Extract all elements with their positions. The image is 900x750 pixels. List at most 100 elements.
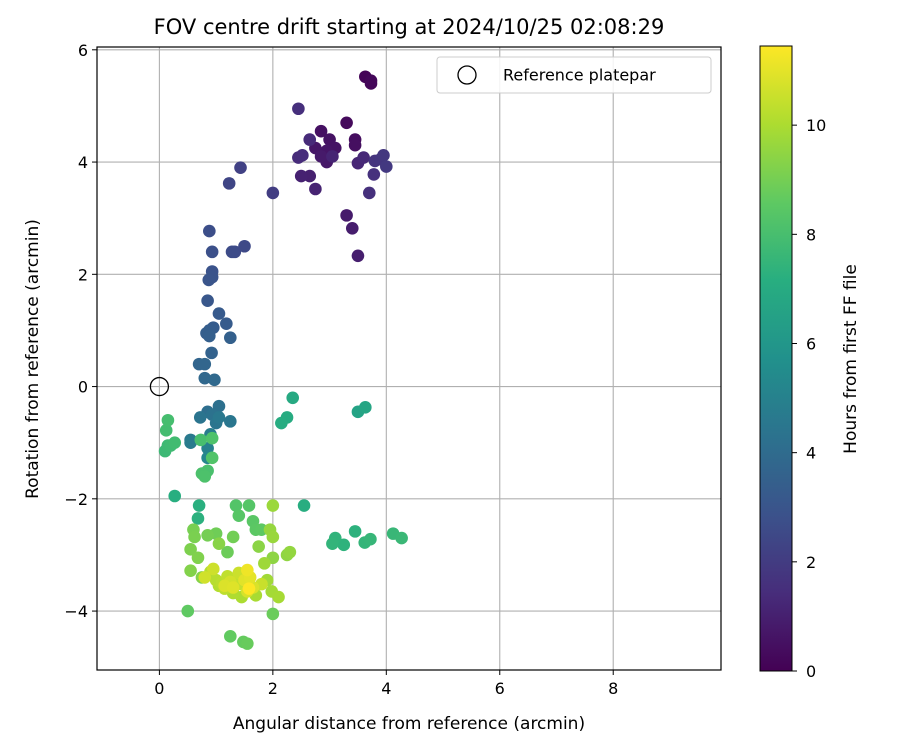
scatter-point [241, 563, 254, 577]
scatter-point [283, 545, 297, 559]
scatter-point [286, 391, 300, 405]
scatter-point [201, 442, 214, 455]
scatter-point [337, 538, 351, 552]
x-tick-label: 8 [608, 679, 618, 698]
reference-platepar-marker [149, 376, 170, 397]
scatter-point [294, 169, 308, 183]
x-axis-ticks: 0 2 4 6 8 [154, 670, 618, 698]
scatter-point [159, 424, 173, 437]
x-tick-label: 6 [495, 679, 505, 698]
x-tick-label: 2 [268, 679, 278, 698]
scatter-point [238, 239, 251, 253]
scatter-point [198, 571, 212, 584]
colorbar-tick-label: 2 [806, 553, 816, 572]
scatter-point [241, 637, 254, 650]
scatter-point [184, 564, 197, 577]
scatter-point [206, 562, 220, 576]
scatter-point [297, 499, 311, 512]
colorbar-tick-label: 6 [806, 334, 816, 353]
scatter-point [203, 329, 216, 343]
scatter-point [275, 416, 288, 430]
scatter-point [225, 245, 239, 259]
scatter-point [198, 357, 212, 371]
scatter-point [367, 168, 381, 181]
scatter-point [351, 249, 365, 263]
colorbar-tick-label: 8 [806, 225, 816, 244]
scatter-point [192, 499, 206, 512]
scatter-point [395, 531, 408, 545]
scatter-point [364, 74, 378, 87]
scatter-point [205, 346, 218, 360]
scatter-point [232, 509, 246, 522]
scatter-point [296, 149, 309, 162]
reference-marker-group [149, 376, 170, 397]
scatter-point [242, 582, 256, 595]
scatter-point [201, 528, 214, 542]
scatter-point [168, 436, 182, 449]
scatter-point [303, 133, 317, 146]
scatter-point [258, 557, 271, 570]
scatter-point [201, 294, 214, 307]
scatter-point [221, 545, 234, 559]
scatter-point [314, 150, 328, 163]
chart-title: FOV centre drift starting at 2024/10/25 … [154, 15, 665, 39]
scatter-point [191, 512, 205, 525]
scatter-point [198, 470, 212, 483]
scatter-point [229, 499, 243, 512]
scatter-point [326, 150, 339, 163]
scatter-point [309, 182, 322, 196]
scatter-point [161, 413, 175, 427]
y-axis-ticks: −4 −2 0 2 4 6 [64, 41, 97, 621]
scatter-point [340, 209, 353, 222]
scatter-point [202, 273, 216, 287]
scatter-point [242, 499, 256, 512]
legend-label-reference: Reference platepar [503, 66, 656, 85]
scatter-point [212, 399, 226, 413]
legend-marker-reference [457, 65, 477, 85]
y-tick-label: −4 [64, 602, 88, 621]
scatter-point [212, 411, 226, 424]
scatter-points [158, 70, 408, 650]
x-axis-label: Angular distance from reference (arcmin) [233, 714, 585, 734]
scatter-point [314, 124, 328, 138]
colorbar-label: Hours from first FF file [841, 264, 861, 454]
colorbar-tick-label: 10 [806, 116, 826, 135]
y-tick-label: 0 [78, 378, 88, 397]
scatter-point [168, 489, 182, 503]
y-tick-label: 6 [78, 41, 88, 60]
scatter-point [357, 151, 370, 164]
scatter-point [224, 331, 237, 345]
scatter-point [184, 436, 197, 449]
y-axis-label: Rotation from reference (arcmin) [23, 219, 43, 499]
colorbar-tick-label: 4 [806, 444, 816, 463]
x-tick-label: 4 [381, 679, 391, 698]
y-tick-label: 4 [78, 153, 88, 172]
x-tick-label: 0 [154, 679, 164, 698]
scatter-point [266, 607, 280, 621]
scatter-point [292, 102, 305, 116]
scatter-point [377, 149, 390, 162]
scatter-point [345, 221, 359, 235]
scatter-point [362, 186, 376, 200]
scatter-point [220, 317, 233, 331]
scatter-point [205, 245, 219, 259]
scatter-point [266, 530, 280, 544]
colorbar-gradient [759, 45, 793, 672]
scatter-point [193, 411, 207, 424]
scatter-point [226, 581, 240, 594]
colorbar: 0 2 4 6 8 10 Hours from first FF file [759, 45, 861, 681]
scatter-point [203, 224, 216, 238]
legend: Reference platepar [436, 56, 712, 94]
scatter-point [252, 540, 265, 553]
scatter-point [181, 604, 195, 618]
scatter-point [194, 433, 208, 447]
scatter-point [224, 415, 237, 428]
scatter-point [340, 116, 353, 130]
scatter-point [359, 401, 372, 414]
scatter-point [188, 530, 201, 544]
scatter-point [205, 451, 219, 465]
y-tick-label: −2 [64, 490, 88, 509]
scatter-point [348, 138, 362, 152]
scatter-point [380, 160, 393, 173]
